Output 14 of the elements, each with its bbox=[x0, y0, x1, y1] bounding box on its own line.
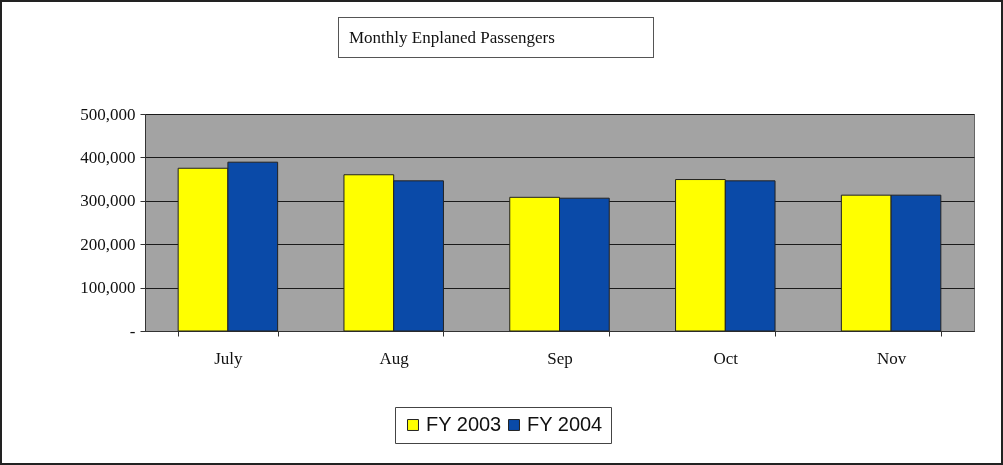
y-tick-label: 300,000 bbox=[80, 191, 136, 211]
y-tick-label: 100,000 bbox=[80, 278, 136, 298]
y-tick-label: 500,000 bbox=[80, 104, 136, 124]
x-tick-label: Sep bbox=[547, 348, 573, 368]
y-tick-label: 200,000 bbox=[80, 234, 136, 254]
x-tick-label: Nov bbox=[876, 348, 907, 368]
legend-label: FY 2004 bbox=[527, 413, 603, 435]
y-tick-label: 400,000 bbox=[80, 147, 136, 167]
chart-title: Monthly Enplaned Passengers bbox=[349, 27, 555, 48]
x-tick-label: Oct bbox=[713, 348, 739, 368]
x-tick-label: Aug bbox=[379, 348, 410, 368]
x-tick-label: July bbox=[214, 348, 244, 368]
legend-label: FY 2003 bbox=[426, 413, 502, 435]
y-tick-label: - bbox=[129, 321, 136, 341]
